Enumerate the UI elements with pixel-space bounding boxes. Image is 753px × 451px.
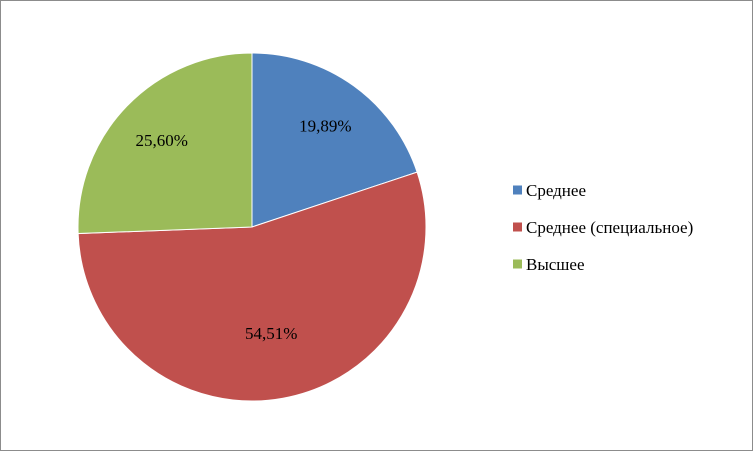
legend-swatch-1 (513, 185, 522, 195)
legend-swatch-2 (513, 222, 522, 232)
legend-label-3: Высшее (526, 255, 585, 274)
pie-data-labels: 19,89% 54,51% 25,60% (136, 116, 352, 343)
data-label-3: 25,60% (136, 131, 188, 150)
pie-slice-3 (77, 52, 253, 235)
pie-slice-1 (251, 52, 418, 228)
legend-label-1: Среднее (526, 181, 586, 200)
legend: Среднее Среднее (специальное) Высшее (513, 181, 693, 274)
legend-label-2: Среднее (специальное) (526, 218, 693, 237)
data-label-1: 19,89% (299, 116, 351, 135)
pie-slices (77, 52, 427, 402)
pie-slice-2 (77, 171, 427, 402)
legend-swatch-3 (513, 259, 522, 269)
data-label-2: 54,51% (245, 324, 297, 343)
